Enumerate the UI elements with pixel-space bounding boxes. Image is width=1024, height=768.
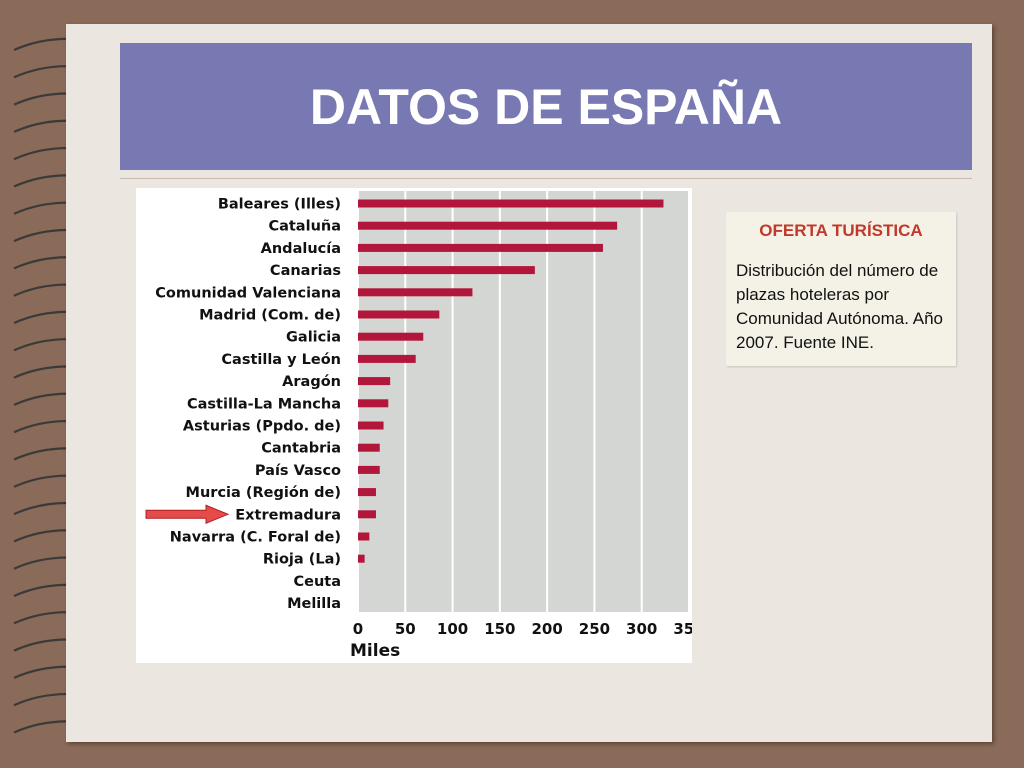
category-label: Murcia (Región de) xyxy=(186,485,341,501)
category-label: Madrid (Com. de) xyxy=(199,308,341,324)
category-label: País Vasco xyxy=(255,463,341,479)
title-banner: DATOS DE ESPAÑA xyxy=(120,43,972,170)
x-tick-label: 200 xyxy=(531,620,562,638)
x-tick-label: 100 xyxy=(437,620,468,638)
category-label: Baleares (Illes) xyxy=(218,197,341,213)
category-label: Extremadura xyxy=(235,507,341,523)
bar xyxy=(358,332,424,341)
x-tick-label: 50 xyxy=(395,620,416,638)
plot-area xyxy=(358,191,689,612)
category-label: Ceuta xyxy=(293,574,341,590)
bar xyxy=(358,488,376,497)
category-label: Canarias xyxy=(270,263,341,279)
title-divider xyxy=(120,178,972,179)
category-label: Galicia xyxy=(286,330,341,346)
bar xyxy=(358,266,535,275)
x-tick-label: 350 xyxy=(673,620,692,638)
bar xyxy=(358,310,440,319)
bar xyxy=(358,532,370,541)
bar xyxy=(358,421,384,430)
x-tick-label: 150 xyxy=(484,620,515,638)
category-label: Rioja (La) xyxy=(263,552,341,568)
category-label: Asturias (Ppdo. de) xyxy=(183,419,341,435)
bar xyxy=(358,288,473,297)
category-label: Cataluña xyxy=(268,219,341,235)
bar xyxy=(358,199,664,208)
x-tick-label: 0 xyxy=(353,620,363,638)
bar xyxy=(358,465,380,474)
category-label: Comunidad Valenciana xyxy=(155,285,341,301)
category-label: Melilla xyxy=(287,596,341,612)
bar xyxy=(358,221,618,230)
bar xyxy=(358,443,380,452)
info-heading: OFERTA TURÍSTICA xyxy=(759,221,923,240)
bar xyxy=(358,354,416,363)
category-label: Castilla-La Mancha xyxy=(187,396,341,412)
category-label: Castilla y León xyxy=(221,352,341,368)
bar xyxy=(358,377,391,386)
x-tick-label: 300 xyxy=(626,620,657,638)
category-label: Andalucía xyxy=(261,241,341,257)
category-label: Aragón xyxy=(282,374,341,390)
x-tick-label: 250 xyxy=(579,620,610,638)
chart-canvas: Baleares (Illes) Cataluña Andalucía Canaria… xyxy=(145,191,692,661)
slide-title: DATOS DE ESPAÑA xyxy=(309,78,783,135)
category-label: Navarra (C. Foral de) xyxy=(170,530,341,546)
x-axis-label: Miles xyxy=(350,641,400,661)
bar xyxy=(358,510,376,519)
highlight-arrow xyxy=(145,504,230,525)
bar xyxy=(358,399,389,408)
category-label: Cantabria xyxy=(261,441,341,457)
bar xyxy=(358,554,365,563)
bar xyxy=(358,243,603,252)
info-box: OFERTA TURÍSTICA Distribución del número… xyxy=(726,212,956,366)
info-body: Distribución del número de plazas hotele… xyxy=(736,261,943,352)
bar-chart: Baleares (Illes) Cataluña Andalucía Canaria… xyxy=(136,188,692,663)
